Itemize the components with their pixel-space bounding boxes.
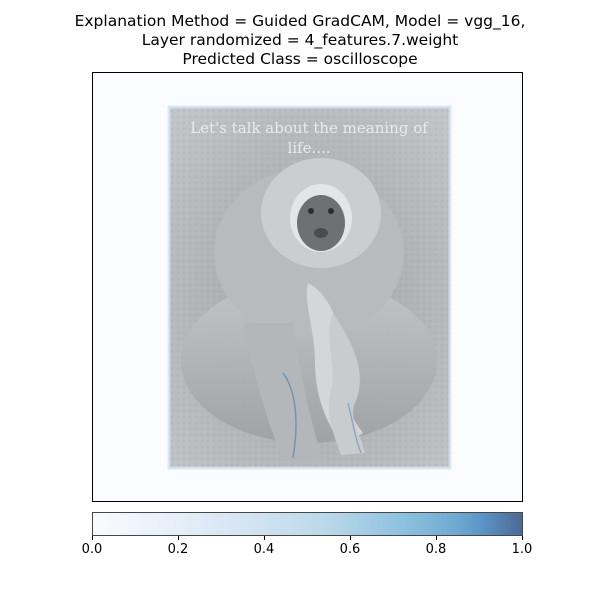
gibbon-eye-left [308,208,314,214]
colorbar [92,512,523,536]
gibbon-figure [181,158,437,461]
gibbon-body [181,279,437,443]
colorbar-tick-mark [436,536,437,540]
photo-caption-line-1: Let's talk about the meaning of [190,119,429,137]
chart-title-line-1: Explanation Method = Guided GradCAM, Mod… [74,12,526,30]
chart-title-line-3: Predicted Class = oscilloscope [182,50,418,68]
colorbar-tick-label: 0.0 [81,542,103,557]
colorbar-tick-label: 0.8 [425,542,447,557]
colorbar-ticks: 0.0 0.2 0.4 0.6 0.8 1.0 [82,536,532,566]
attribution-highlight-1 [282,372,297,459]
photo-region: Let's talk about the meaning of life.... [167,105,452,470]
gibbon-eye-right [328,208,334,214]
colorbar-tick-label: 0.2 [167,542,189,557]
colorbar-tick-mark [264,536,265,540]
attribution-highlight-2 [347,402,362,454]
gibbon-face [297,195,345,251]
heatmap-axes: Let's talk about the meaning of life.... [92,72,523,502]
gibbon-nose [314,228,328,238]
photo-caption-line-2: life.... [287,139,330,157]
colorbar-tick-mark [178,536,179,540]
photo-edge-highlight [167,105,452,470]
colorbar-tick-mark [92,536,93,540]
heatmap-image: Let's talk about the meaning of life.... [167,105,452,470]
colorbar-tick-label: 0.6 [339,542,361,557]
gibbon-left-leg [243,323,323,461]
colorbar-tick-mark [350,536,351,540]
colorbar-tick-label: 1.0 [511,542,533,557]
chart-title-line-2: Layer randomized = 4_features.7.weight [141,31,459,49]
colorbar-tick-label: 0.4 [253,542,275,557]
colorbar-tick-mark [522,536,523,540]
gibbon-hand [328,313,365,455]
